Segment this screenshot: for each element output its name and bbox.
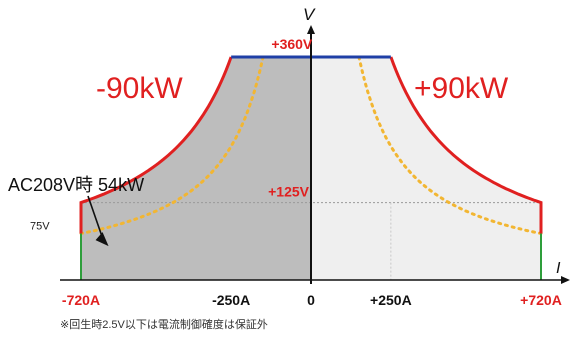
- y-axis-arrow: [307, 25, 315, 34]
- ac208v-annotation-label: AC208V時 54kW: [8, 175, 144, 195]
- annotation-arrow-line: [87, 195, 104, 239]
- y-annotation-label: +360V: [271, 36, 313, 52]
- ac208v-54kw-curve-left: [79, 55, 265, 235]
- positive-quadrant-fill: [311, 57, 541, 280]
- power-limit-curve-right: [389, 56, 543, 234]
- axes: [60, 25, 570, 284]
- y-annotation-label: 75V: [30, 221, 50, 233]
- x-tick-label: +720A: [520, 292, 562, 308]
- region-label-left: -90kW: [96, 72, 183, 105]
- ac208v-54kw-curve-right: [357, 55, 543, 235]
- y-annotation-label: +125V: [268, 184, 310, 200]
- region-label-right: +90kW: [414, 72, 509, 105]
- y-axis-label: V: [303, 5, 316, 24]
- x-tick-label: -720A: [62, 292, 100, 308]
- footnote: ※回生時2.5V以下は電流制御確度は保証外: [60, 317, 268, 331]
- labels: V I -90kW +90kW AC208V時 54kW ※回生時2.5V以下は…: [8, 5, 562, 331]
- regenerative-quadrant-fill: [81, 57, 311, 280]
- power-limit-curve-left: [79, 56, 233, 234]
- x-axis-arrow: [561, 276, 570, 284]
- x-tick-label: 0: [307, 292, 315, 308]
- x-axis-label: I: [556, 260, 561, 277]
- x-tick-label: -250A: [212, 292, 250, 308]
- x-tick-label: +250A: [370, 292, 412, 308]
- annotation-arrow-head: [95, 232, 109, 247]
- region-fills: [81, 57, 541, 280]
